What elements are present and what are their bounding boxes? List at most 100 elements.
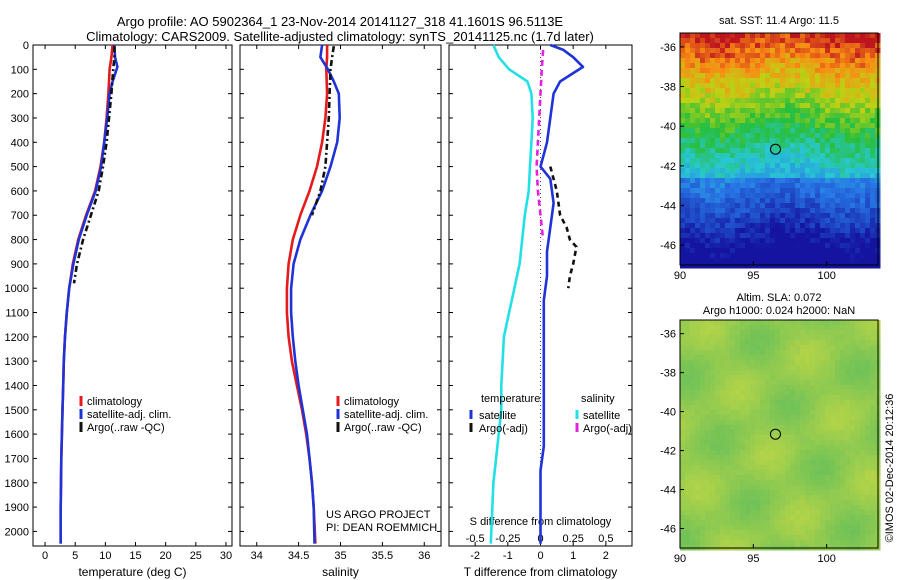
sla-map-cell <box>805 505 811 511</box>
sst-map-cell <box>700 143 706 149</box>
sst-map-cell <box>860 58 866 64</box>
sla-map-cell <box>720 490 726 496</box>
sla-map-cell <box>740 365 746 371</box>
sla-map-cell <box>690 425 696 431</box>
sla-map-cell <box>760 495 766 501</box>
sla-map-cell <box>790 400 796 406</box>
sst-map-cell <box>810 153 816 159</box>
sst-map-cell <box>810 183 816 189</box>
sla-map-cell <box>865 535 871 541</box>
sla-map-cell <box>705 385 711 391</box>
sst-map-cell <box>805 48 811 54</box>
sla-map-cell <box>700 350 706 356</box>
sla-map-cell <box>730 460 736 466</box>
sst-map-cell <box>750 243 756 249</box>
sla-map-cell <box>760 540 766 546</box>
sla-map-cell <box>770 475 776 481</box>
sst-map-cell <box>840 203 846 209</box>
sla-map-cell <box>780 470 786 476</box>
sst-map-cell <box>865 93 871 99</box>
sla-map-cell <box>845 425 851 431</box>
sst-map-cell <box>740 63 746 69</box>
sst-map-cell <box>690 243 696 249</box>
sst-map-cell <box>745 148 751 154</box>
sst-map-cell <box>720 193 726 199</box>
sla-map-cell <box>830 515 836 521</box>
sla-map-cell <box>710 535 716 541</box>
sst-map-cell <box>690 223 696 229</box>
sla-map-cell <box>725 480 731 486</box>
sst-map-cell <box>780 123 786 129</box>
sla-map-cell <box>740 445 746 451</box>
sla-map-cell <box>855 335 861 341</box>
sst-map-cell <box>865 123 871 129</box>
sla-map-cell <box>845 335 851 341</box>
sla-map-cell <box>840 335 846 341</box>
sst-map-cell <box>845 223 851 229</box>
sla-map-cell <box>730 370 736 376</box>
sla-map-cell <box>760 510 766 516</box>
sla-map-cell <box>745 370 751 376</box>
sla-map-cell <box>830 380 836 386</box>
sla-map-cell <box>755 410 761 416</box>
sst-map-cell <box>755 263 761 269</box>
sst-map-cell <box>750 48 756 54</box>
sst-map-cell <box>735 43 741 49</box>
sla-map-cell <box>775 380 781 386</box>
sst-map-cell <box>705 198 711 204</box>
sla-map-cell <box>775 535 781 541</box>
sst-map-cell <box>800 148 806 154</box>
sst-map-cell <box>695 73 701 79</box>
sst-map-cell <box>815 138 821 144</box>
sla-map-cell <box>795 535 801 541</box>
sst-map-cell <box>855 223 861 229</box>
sla-map-cell <box>775 440 781 446</box>
sst-map-cell <box>760 238 766 244</box>
sst-map-cell <box>865 193 871 199</box>
sst-map-cell <box>850 118 856 124</box>
sst-map-cell <box>865 63 871 69</box>
sst-map-cell <box>720 53 726 59</box>
sla-map-cell <box>745 525 751 531</box>
sla-map-cell <box>845 510 851 516</box>
sst-map-cell <box>820 198 826 204</box>
sst-map-cell <box>755 198 761 204</box>
sla-map-cell <box>695 470 701 476</box>
sla-map-cell <box>730 480 736 486</box>
sla-map-cell <box>855 510 861 516</box>
sla-map-cell <box>825 470 831 476</box>
sla-map-cell <box>870 410 876 416</box>
sla-map-cell <box>705 365 711 371</box>
sla-map-cell <box>795 425 801 431</box>
sla-map-cell <box>815 340 821 346</box>
sst-map-cell <box>815 103 821 109</box>
sla-map-cell <box>735 525 741 531</box>
sla-map-cell <box>740 525 746 531</box>
sst-map-cell <box>815 108 821 114</box>
sla-map-cell <box>720 410 726 416</box>
sla-map-cell <box>800 360 806 366</box>
sla-map-cell <box>810 340 816 346</box>
sst-map-cell <box>690 78 696 84</box>
sla-map-cell <box>780 415 786 421</box>
sla-map-cell <box>700 355 706 361</box>
sst-map-cell <box>855 58 861 64</box>
x-axis-label: T difference from climatology <box>464 565 618 579</box>
sst-map-cell <box>680 173 686 179</box>
sst-map-cell <box>830 233 836 239</box>
sst-map-cell <box>700 113 706 119</box>
sst-map-cell <box>825 183 831 189</box>
sst-map-cell <box>795 163 801 169</box>
sst-map-cell <box>805 143 811 149</box>
sst-map-cell <box>725 133 731 139</box>
sst-map-cell <box>815 83 821 89</box>
sst-map-cell <box>845 148 851 154</box>
sla-map-cell <box>810 490 816 496</box>
sla-map-cell <box>780 435 786 441</box>
sla-map-cell <box>850 520 856 526</box>
sst-map-cell <box>690 133 696 139</box>
sst-map-cell <box>820 128 826 134</box>
sla-map-cell <box>775 370 781 376</box>
sst-map-cell <box>680 183 686 189</box>
sla-map-cell <box>825 500 831 506</box>
